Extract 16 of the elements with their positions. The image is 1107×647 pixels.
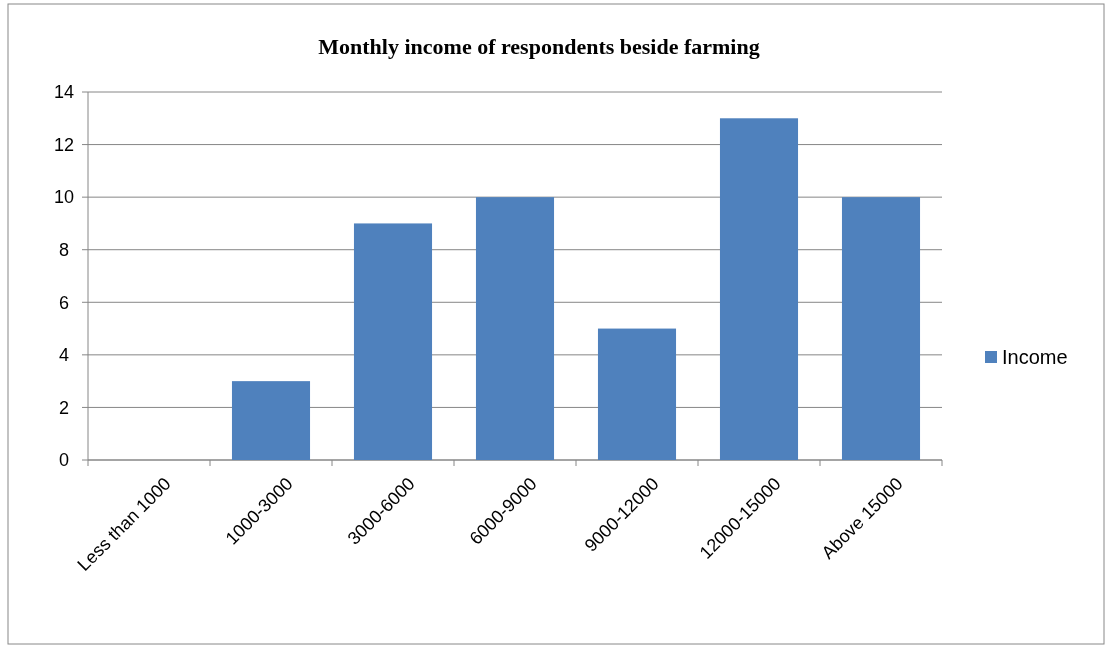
y-tick-label: 10 [53,187,75,208]
legend-label: Income [1002,346,1068,368]
y-tick-label: 0 [58,450,70,471]
y-tick-label: 8 [58,240,70,261]
bar [231,381,311,460]
bar [475,197,555,460]
bar [841,197,921,460]
y-tick-label: 2 [58,397,70,418]
chart-title: Monthly income of respondents beside farming [318,34,760,59]
bar [353,223,433,460]
y-tick-label: 6 [58,292,70,313]
y-tick-label: 12 [53,134,75,155]
y-tick-label: 14 [53,82,75,103]
bar [597,328,677,460]
y-tick-label: 4 [58,345,70,366]
bar [719,118,799,460]
